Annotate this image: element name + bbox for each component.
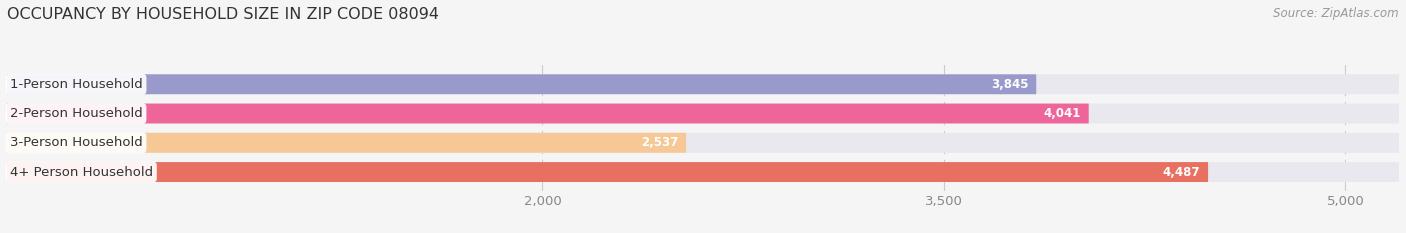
FancyBboxPatch shape <box>7 162 1208 182</box>
FancyBboxPatch shape <box>7 74 1036 94</box>
Text: Source: ZipAtlas.com: Source: ZipAtlas.com <box>1274 7 1399 20</box>
Text: OCCUPANCY BY HOUSEHOLD SIZE IN ZIP CODE 08094: OCCUPANCY BY HOUSEHOLD SIZE IN ZIP CODE … <box>7 7 439 22</box>
FancyBboxPatch shape <box>7 133 686 153</box>
Text: 2-Person Household: 2-Person Household <box>10 107 142 120</box>
Text: 4,487: 4,487 <box>1163 165 1201 178</box>
FancyBboxPatch shape <box>7 162 1399 182</box>
Text: 4,041: 4,041 <box>1043 107 1081 120</box>
Text: 1-Person Household: 1-Person Household <box>10 78 142 91</box>
FancyBboxPatch shape <box>7 133 1399 153</box>
Text: 2,537: 2,537 <box>641 136 678 149</box>
FancyBboxPatch shape <box>7 74 1399 94</box>
FancyBboxPatch shape <box>7 104 1088 123</box>
Text: 3,845: 3,845 <box>991 78 1028 91</box>
FancyBboxPatch shape <box>7 104 1399 123</box>
Text: 4+ Person Household: 4+ Person Household <box>10 165 153 178</box>
Text: 3-Person Household: 3-Person Household <box>10 136 142 149</box>
